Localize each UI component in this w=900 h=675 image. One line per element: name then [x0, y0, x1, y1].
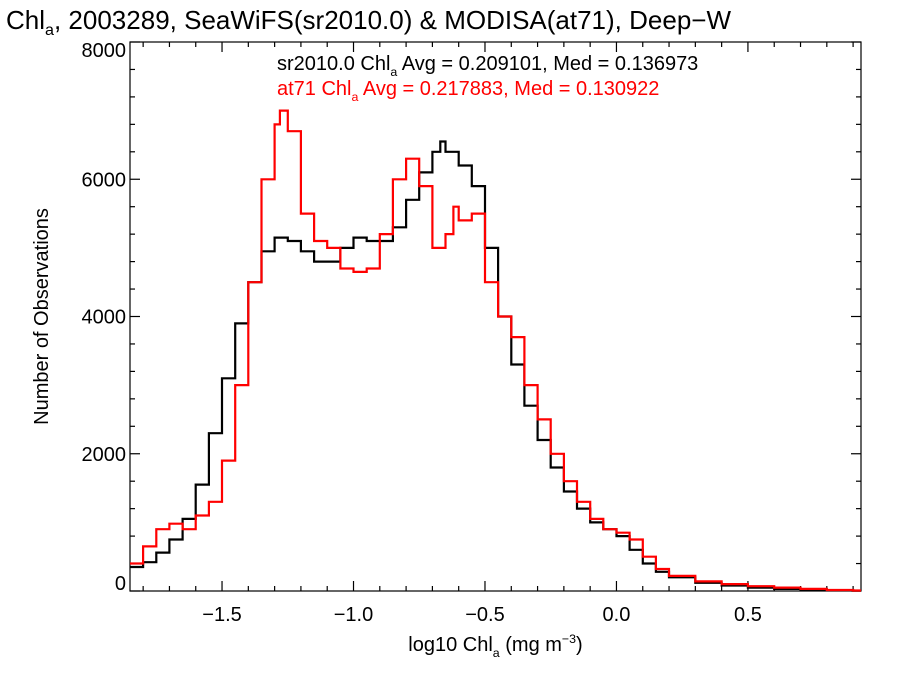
chart-title-part: Chl	[6, 5, 45, 35]
series-stats-at71-part: a	[352, 90, 359, 104]
y-axis-label: Number of Observations	[31, 208, 53, 425]
y-tick-label: 6000	[82, 169, 127, 191]
y-tick-label: 4000	[82, 307, 127, 329]
series-stats-sr2010.0: sr2010.0 Chla Avg = 0.209101, Med = 0.13…	[277, 53, 698, 79]
chart-title-part: , 2003289, SeaWiFS(sr2010.0) & MODISA(at…	[54, 5, 731, 35]
x-axis-label-part: )	[576, 634, 583, 656]
series-stats-at71-part: at71 Chl	[277, 78, 352, 100]
x-axis-label-part: (mg m	[500, 634, 562, 656]
x-tick-label: −1.0	[334, 604, 373, 626]
series-stats-legend: sr2010.0 Chla Avg = 0.209101, Med = 0.13…	[277, 53, 698, 104]
axis-ticks: −1.5 −1.0 −0.5 0.0 0.5 0 2000 4000 6000 8000	[82, 40, 861, 626]
y-tick-label: 0	[115, 573, 126, 595]
series-stats-sr2010.0-part: sr2010.0 Chl	[277, 53, 390, 75]
x-axis-label: log10 Chla (mg m−3)	[408, 632, 582, 660]
chart-title: Chla, 2003289, SeaWiFS(sr2010.0) & MODIS…	[6, 5, 731, 39]
x-tick-label: 0.0	[603, 604, 631, 626]
x-tick-label: −1.5	[202, 604, 241, 626]
plot-area-frame	[129, 41, 862, 592]
x-tick-label: 0.5	[734, 604, 762, 626]
x-axis-label-part: a	[493, 646, 500, 660]
series-stats-sr2010.0-part: a	[390, 65, 397, 79]
y-tick-label: 8000	[82, 40, 127, 62]
x-axis-label-part: −3	[562, 632, 576, 646]
chart-title-part: a	[45, 21, 54, 39]
series-stats-at71-part: Avg = 0.217883, Med = 0.130922	[358, 78, 659, 100]
x-axis-label-part: log10 Chl	[408, 634, 493, 656]
y-tick-label: 2000	[82, 444, 127, 466]
series-stats-sr2010.0-part: Avg = 0.209101, Med = 0.136973	[397, 53, 698, 75]
series-line-at71	[130, 109, 861, 592]
series-stats-at71: at71 Chla Avg = 0.217883, Med = 0.130922	[277, 78, 659, 104]
x-tick-label: −0.5	[465, 604, 504, 626]
series-line-sr2010.0	[130, 140, 861, 592]
series-group	[130, 109, 861, 592]
